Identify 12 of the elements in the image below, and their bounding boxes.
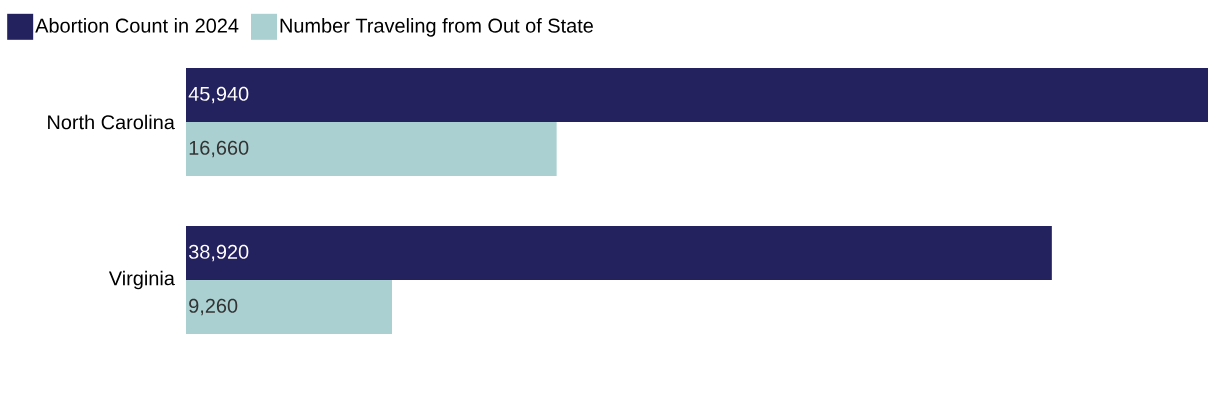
- bar: [186, 226, 1052, 280]
- bar: [186, 122, 557, 176]
- bar: [186, 280, 392, 334]
- legend-label: Number Traveling from Out of State: [280, 18, 593, 37]
- data-label: 38,920: [188, 244, 249, 262]
- data-label: 16,660: [189, 140, 249, 158]
- y-tick-label: North Carolina: [48, 114, 175, 130]
- data-label: 45,940: [188, 86, 249, 104]
- bar: [186, 68, 1209, 122]
- y-tick-label: Virginia: [108, 270, 175, 290]
- legend-label: Abortion Count in 2024: [35, 18, 239, 33]
- data-label: 9,260: [189, 298, 238, 316]
